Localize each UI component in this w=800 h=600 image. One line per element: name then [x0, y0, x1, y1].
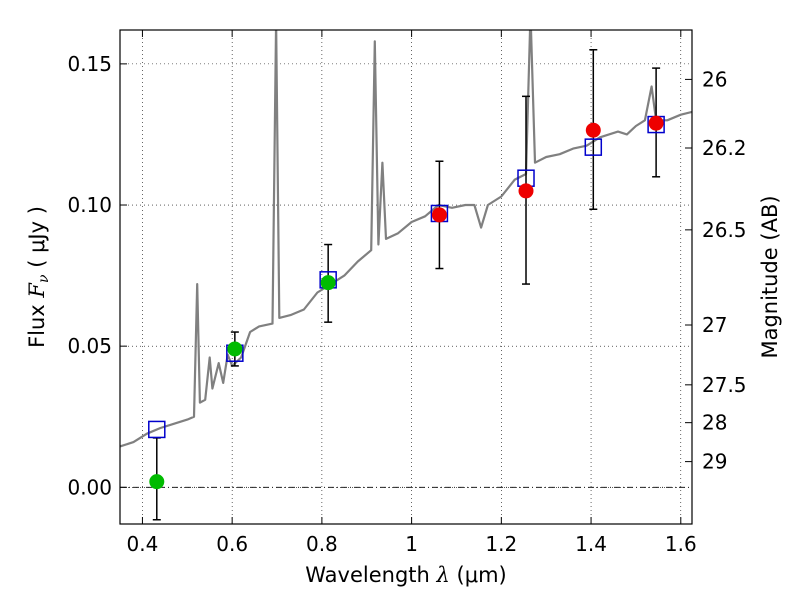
y-axis-label-unit: ( μJy ): [25, 206, 49, 268]
y-tick-label: 0.10: [67, 193, 112, 217]
observed-point-red: [431, 207, 447, 223]
y2-tick-label: 27: [702, 313, 727, 337]
model-point-square: [148, 420, 166, 439]
model-point-square: [584, 138, 603, 156]
x-tick-label: 1.2: [485, 532, 517, 556]
y-axis-label: Flux Fν ( μJy ): [25, 206, 53, 348]
x-tick-label: 1.4: [575, 532, 607, 556]
spectrum-line: [120, 30, 692, 448]
y2-axis-label: Magnitude (AB): [758, 195, 782, 358]
grid-lines: [120, 30, 692, 524]
observed-point-red: [585, 122, 601, 138]
x-tick-label: 1.6: [665, 532, 697, 556]
y2-tick-label: 29: [702, 450, 727, 474]
y-axis-label-prefix: Flux: [25, 304, 49, 348]
observed-point-green: [320, 275, 336, 291]
y2-tick-label: 28: [702, 411, 727, 435]
x-axis-label-unit: (μm): [457, 563, 507, 587]
observed-point-red: [648, 115, 664, 131]
axis-ticks: 0.4 0.6 0.8 1 1.2 1.4 1.6 0.00 0.05 0.10 0.15 26 26.…: [67, 30, 747, 556]
y2-tick-label: 27.5: [702, 373, 747, 397]
x-tick-label: 1: [405, 532, 418, 556]
y-tick-label: 0.15: [67, 52, 112, 76]
y2-tick-label: 26.5: [702, 218, 747, 242]
x-tick-label: 0.4: [127, 532, 159, 556]
y2-tick-label: 26: [702, 67, 727, 91]
plot-series: [120, 30, 692, 521]
y-tick-label: 0.05: [67, 334, 112, 358]
x-tick-label: 0.6: [216, 532, 248, 556]
y-axis-label-subscript: ν: [36, 274, 52, 283]
x-tick-label: 0.8: [306, 532, 338, 556]
x-axis-label-symbol: λ: [436, 563, 450, 587]
observed-point-green: [227, 341, 243, 357]
observed-point-green: [149, 474, 165, 490]
y-axis-label-symbol: F: [25, 282, 49, 299]
y2-tick-label: 26.2: [702, 136, 747, 160]
plot-frame: [119, 29, 693, 525]
y-tick-label: 0.00: [67, 475, 112, 499]
observed-point-red: [518, 183, 534, 199]
x-axis-label: Wavelength λ (μm): [305, 563, 506, 587]
x-axis-label-prefix: Wavelength: [305, 563, 430, 587]
